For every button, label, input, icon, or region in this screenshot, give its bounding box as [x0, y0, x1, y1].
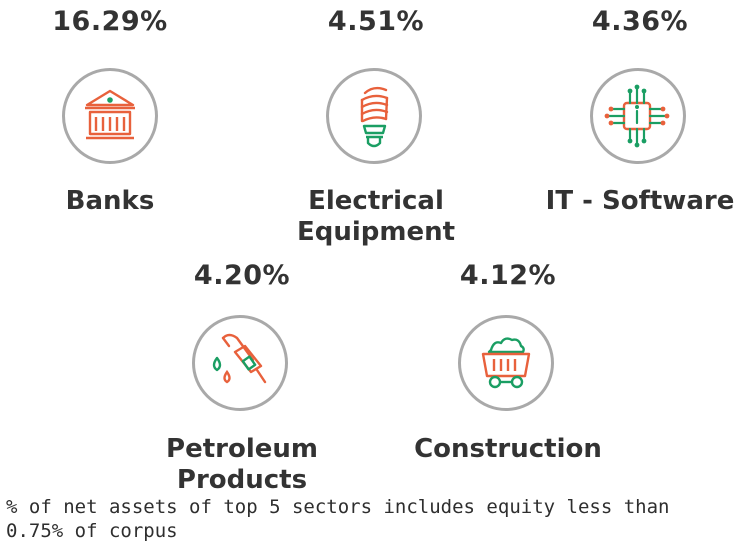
- sector-it-software: 4.36%: [540, 0, 740, 230]
- sector-name: IT - Software: [545, 186, 735, 216]
- sector-name: Banks: [65, 186, 155, 216]
- sector-name: Construction: [414, 434, 602, 464]
- sector-percent: 4.36%: [591, 6, 689, 37]
- loaded-cart-icon: [458, 315, 554, 411]
- fuel-nozzle-icon: [192, 315, 288, 411]
- sector-percent: 16.29%: [52, 6, 168, 37]
- circuit-chip-icon: [590, 68, 686, 164]
- sector-name-line-1: Electrical: [308, 186, 444, 216]
- sector-name-line-1: Petroleum: [166, 434, 318, 464]
- sector-percent: 4.51%: [327, 6, 425, 37]
- footnote: % of net assets of top 5 sectors include…: [6, 496, 670, 542]
- sector-petroleum-products: 4.20% Petroleum Products: [142, 254, 342, 504]
- sector-name: Petroleum Products: [142, 434, 342, 496]
- light-bulb-icon: [326, 68, 422, 164]
- sector-percent: 4.20%: [193, 260, 291, 291]
- sector-construction: 4.12% Construction: [408, 254, 608, 484]
- sector-name: Electrical Equipment: [276, 186, 476, 248]
- sector-electrical-equipment: 4.51% Electrical Equipment: [276, 0, 476, 250]
- sector-name-line-2: Equipment: [296, 217, 456, 247]
- sector-banks: 16.29% Banks: [10, 0, 210, 230]
- sector-name-line-2: Products: [176, 465, 308, 495]
- bank-building-icon: [62, 68, 158, 164]
- sector-percent: 4.12%: [459, 260, 557, 291]
